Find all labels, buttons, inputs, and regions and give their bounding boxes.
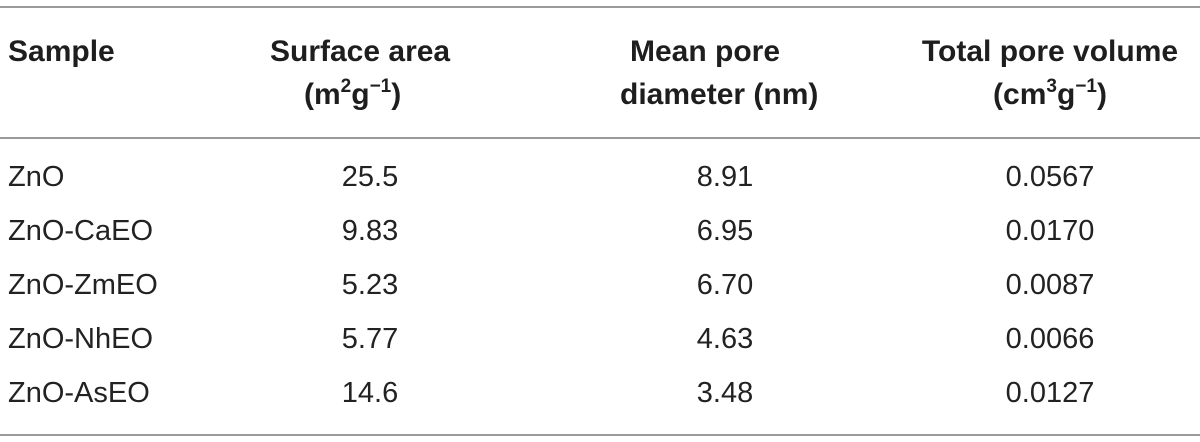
cell-mean-pore-diameter: 6.70 [696, 269, 754, 301]
header-surface-area-unit: (m2g−1) [304, 76, 402, 111]
cell-mean-pore-diameter: 3.48 [696, 377, 754, 409]
cell-total-pore-volume: 0.0066 [1005, 323, 1095, 355]
header-total-pore-volume: Total pore volume (cm3g−1) [900, 30, 1200, 116]
cell-total-pore-volume: 0.0127 [1005, 377, 1095, 409]
header-sample-label: Sample [8, 35, 115, 68]
table-row: ZnO 25.5 8.91 0.0567 [0, 150, 1200, 204]
cell-sample: ZnO-ZmEO [8, 269, 158, 301]
header-mean-pore-unit: diameter (nm) [620, 78, 819, 111]
cell-mean-pore-diameter: 6.95 [696, 215, 754, 247]
cell-total-pore-volume: 0.0567 [1005, 161, 1095, 193]
cell-sample: ZnO-AsEO [8, 377, 150, 409]
header-total-pore-volume-label: Total pore volume [921, 35, 1179, 68]
header-surface-area-label: Surface area [270, 35, 451, 68]
cell-surface-area: 14.6 [341, 377, 399, 409]
table-row: ZnO-AsEO 14.6 3.48 0.0127 [0, 366, 1200, 420]
cell-total-pore-volume: 0.0087 [1005, 269, 1095, 301]
cell-sample: ZnO [8, 161, 65, 193]
cell-total-pore-volume: 0.0170 [1005, 215, 1095, 247]
header-separator-rule [0, 137, 1200, 139]
cell-surface-area: 9.83 [341, 215, 399, 247]
table-row: ZnO-NhEO 5.77 4.63 0.0066 [0, 312, 1200, 366]
table-row: ZnO-ZmEO 5.23 6.70 0.0087 [0, 258, 1200, 312]
header-mean-pore-diameter: Mean pore diameter (nm) [620, 30, 830, 116]
cell-surface-area: 5.23 [341, 269, 399, 301]
cell-sample: ZnO-CaEO [8, 215, 154, 247]
header-surface-area: Surface area (m2g−1) [270, 30, 470, 116]
table-top-rule [0, 6, 1200, 8]
table-row: ZnO-CaEO 9.83 6.95 0.0170 [0, 204, 1200, 258]
cell-sample: ZnO-NhEO [8, 323, 154, 355]
header-sample: Sample [8, 30, 115, 73]
header-mean-pore-label: Mean pore [630, 35, 781, 68]
table-bottom-rule [0, 434, 1200, 436]
cell-mean-pore-diameter: 8.91 [696, 161, 754, 193]
cell-surface-area: 5.77 [341, 323, 399, 355]
header-total-pore-volume-unit: (cm3g−1) [993, 76, 1107, 111]
cell-mean-pore-diameter: 4.63 [696, 323, 754, 355]
cell-surface-area: 25.5 [341, 161, 399, 193]
